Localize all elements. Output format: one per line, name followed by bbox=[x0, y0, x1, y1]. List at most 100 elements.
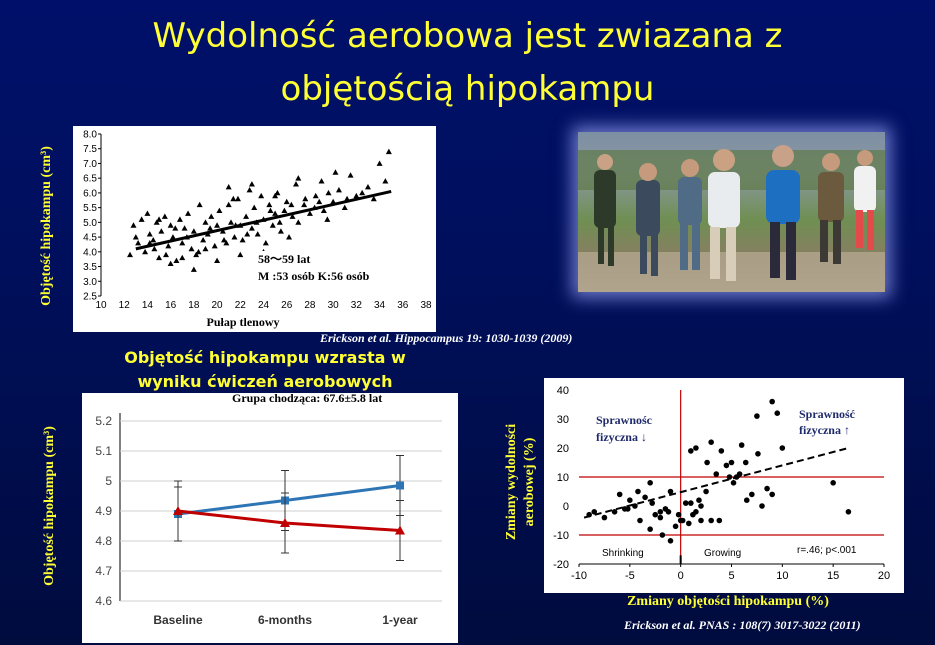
chart1-x-tick-label: 10 bbox=[95, 300, 107, 311]
chart3-label-growing: Growing bbox=[704, 548, 741, 559]
chart1-y-tick-label: 7.0 bbox=[83, 159, 97, 170]
chart3-point bbox=[728, 459, 735, 466]
chart3-point bbox=[616, 491, 623, 498]
chart1-point bbox=[158, 228, 165, 234]
chart1-point bbox=[146, 231, 153, 237]
chart1-point bbox=[276, 219, 283, 225]
chart1-x-tick-label: 22 bbox=[235, 300, 247, 311]
chart1-point bbox=[306, 210, 313, 216]
chart3-point bbox=[764, 485, 770, 492]
chart1-point bbox=[223, 239, 230, 246]
chart1-annotation-line2: M :53 osób K:56 osób bbox=[258, 269, 370, 283]
chart1-x-tick-label: 30 bbox=[328, 300, 340, 311]
chart3-point bbox=[665, 509, 672, 515]
chart1-point bbox=[277, 228, 284, 234]
chart2-marker-square bbox=[396, 481, 404, 490]
chart3-point bbox=[647, 526, 653, 532]
chart3-point bbox=[625, 506, 631, 512]
chart3-point bbox=[698, 503, 704, 509]
chart3-point bbox=[755, 451, 761, 457]
chart3-point bbox=[652, 511, 659, 518]
chart3-point bbox=[649, 500, 655, 506]
chart2-y-tick-label: 5 bbox=[105, 474, 112, 488]
chart3-point bbox=[693, 445, 699, 451]
chart3-y-tick-label: -20 bbox=[553, 559, 569, 571]
chart1-point bbox=[190, 228, 197, 234]
chart2-y-tick-label: 5.2 bbox=[95, 414, 112, 428]
chart1-point bbox=[301, 201, 308, 208]
chart1-point bbox=[151, 245, 158, 252]
chart3-point bbox=[708, 517, 714, 524]
chart2-y-tick-label: 4.8 bbox=[95, 534, 112, 548]
chart1-x-tick-label: 34 bbox=[374, 300, 386, 311]
chart3-point bbox=[659, 532, 666, 538]
chart1-x-tick-label: 36 bbox=[397, 300, 409, 311]
chart1-point bbox=[248, 225, 255, 231]
chart3-point bbox=[667, 488, 674, 495]
chart1-point bbox=[185, 210, 192, 216]
chart3-point bbox=[632, 503, 638, 509]
chart3-point bbox=[845, 509, 852, 515]
chart3-x-tick-label: 10 bbox=[776, 570, 788, 582]
chart1-point bbox=[269, 222, 276, 228]
chart3-x-tick-label: 20 bbox=[878, 570, 890, 582]
chart3-point bbox=[738, 442, 745, 448]
chart1-x-tick-label: 26 bbox=[281, 300, 293, 311]
chart1-x-tick-label: 14 bbox=[142, 300, 154, 311]
chart1-x-tick-label: 28 bbox=[304, 300, 316, 311]
chart2-x-tick-label: Baseline bbox=[153, 613, 203, 627]
chart1-y-tick-label: 5.0 bbox=[83, 218, 97, 229]
chart3-point bbox=[718, 448, 725, 454]
chart1-x-tick-label: 20 bbox=[212, 300, 224, 311]
chart1-point bbox=[364, 184, 371, 190]
chart1-point bbox=[202, 219, 209, 225]
chart3-point bbox=[698, 517, 704, 524]
chart1-point bbox=[156, 216, 163, 222]
chart2-panel: Grupa chodząca: 67.6±5.8 lat 4.6 4.7 4.8 4.9… bbox=[82, 393, 458, 643]
chart3-label-low-line2: fizyczna ↓ bbox=[596, 430, 647, 444]
chart1-point bbox=[165, 242, 172, 249]
subtitle-line2: wyniku ćwiczeń aerobowych bbox=[137, 372, 393, 391]
slide-title-line2: objętością hipokampu bbox=[280, 69, 655, 109]
chart3-point bbox=[708, 439, 714, 445]
chart1-y-tick-label: 6.5 bbox=[83, 174, 97, 185]
chart1-trend-line bbox=[135, 189, 392, 251]
chart1-y-tick-label: 7.5 bbox=[83, 144, 97, 155]
chart3-point bbox=[769, 491, 775, 498]
chart1-point bbox=[135, 239, 142, 246]
chart3-point bbox=[642, 494, 648, 501]
chart1-point bbox=[176, 216, 183, 222]
chart1-y-tick-label: 3.0 bbox=[83, 277, 97, 288]
chart1-point bbox=[179, 239, 186, 246]
chart2-y-tick-label: 4.6 bbox=[95, 594, 112, 608]
chart1-point bbox=[142, 248, 149, 255]
chart2-x-tick-label: 1-year bbox=[382, 613, 418, 627]
chart1-point bbox=[219, 228, 226, 234]
chart1-point bbox=[225, 201, 232, 208]
chart3-point bbox=[726, 474, 733, 480]
chart3-stat-label: r=.46; p<.001 bbox=[797, 545, 857, 556]
chart1-point bbox=[207, 225, 214, 231]
chart1-point bbox=[353, 192, 360, 199]
chart1-point bbox=[283, 198, 290, 205]
chart1-point bbox=[167, 222, 174, 228]
citation-2009: Erickson et al. Hippocampus 19: 1030-103… bbox=[320, 331, 573, 345]
chart3-point bbox=[830, 480, 836, 486]
walking-group-photo bbox=[578, 132, 885, 292]
chart1-y-tick-label: 8.0 bbox=[83, 130, 97, 141]
chart1-x-tick-label: 24 bbox=[258, 300, 270, 311]
chart1-point bbox=[234, 195, 241, 202]
chart3-point bbox=[591, 509, 598, 515]
chart2-y-tick-label: 4.7 bbox=[95, 564, 112, 578]
chart1-point bbox=[190, 266, 197, 272]
chart1-point bbox=[325, 189, 332, 196]
chart1-annotation-line1: 58〜59 lat bbox=[258, 252, 310, 266]
chart1-point bbox=[188, 245, 195, 252]
chart1-point bbox=[144, 210, 151, 216]
chart3-point bbox=[696, 497, 702, 503]
chart1-y-tick-label: 3.5 bbox=[83, 262, 97, 273]
chart3-point bbox=[672, 523, 679, 530]
chart1-point bbox=[248, 181, 255, 187]
chart1-point bbox=[237, 251, 244, 258]
chart3-x-tick-label: 0 bbox=[678, 570, 684, 582]
